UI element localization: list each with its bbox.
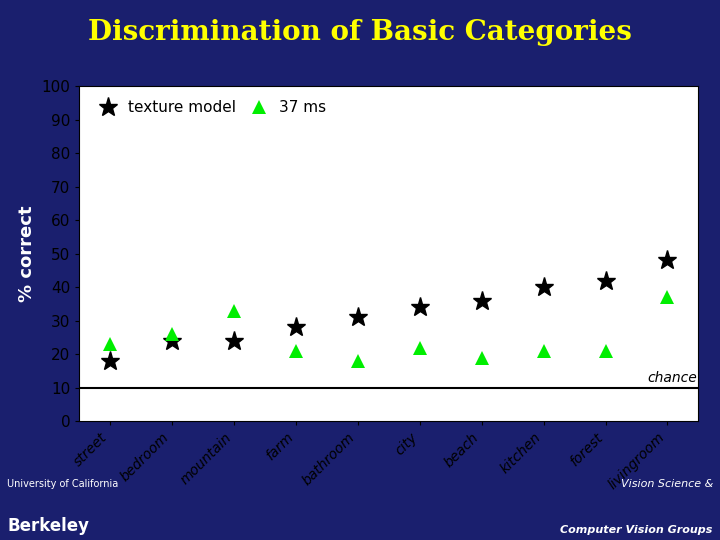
Text: chance: chance [647,371,697,385]
Y-axis label: % correct: % correct [18,206,36,302]
Text: Vision Science &: Vision Science & [621,478,713,489]
Text: Berkeley: Berkeley [7,517,89,535]
Text: Computer Vision Groups: Computer Vision Groups [560,524,713,535]
Text: Discrimination of Basic Categories: Discrimination of Basic Categories [88,19,632,46]
Text: University of California: University of California [7,478,119,489]
Legend: texture model, 37 ms: texture model, 37 ms [87,94,332,122]
